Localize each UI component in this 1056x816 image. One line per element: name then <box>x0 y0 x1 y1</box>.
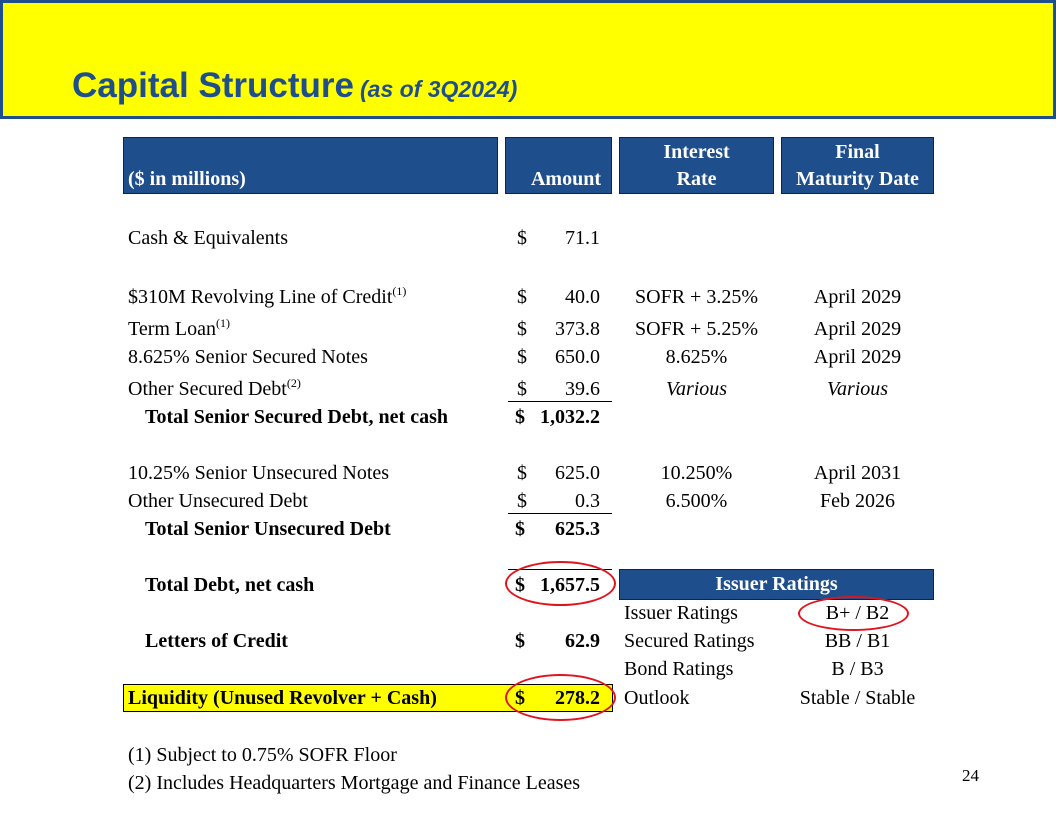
currency-sign: $ <box>517 346 527 368</box>
row-label: 8.625% Senior Secured Notes <box>128 346 368 368</box>
header-rate-cell: Interest Rate <box>619 137 774 194</box>
header-amount: Amount <box>530 168 601 190</box>
row-maturity: April 2029 <box>813 318 902 340</box>
header-label-cell: ($ in millions) <box>123 137 498 194</box>
row-label-total: Total Senior Secured Debt, net cash <box>145 406 448 428</box>
row-label-total: Total Debt, net cash <box>145 574 315 596</box>
currency-sign: $ <box>517 318 527 340</box>
subtotal-rule <box>508 401 612 402</box>
row-rate: Various <box>665 378 728 400</box>
row-label-total: Total Senior Unsecured Debt <box>145 518 391 540</box>
currency-sign: $ <box>515 630 525 652</box>
header-maturity-line2: Maturity Date <box>796 168 919 190</box>
rating-label: Bond Ratings <box>624 658 734 680</box>
currency-sign: $ <box>517 490 527 512</box>
row-rate: SOFR + 3.25% <box>635 286 758 308</box>
row-amount: 40.0 <box>565 286 600 308</box>
row-label: Cash & Equivalents <box>128 227 288 249</box>
header-rate-line2: Rate <box>676 168 717 190</box>
row-amount-total: 1,032.2 <box>540 406 600 428</box>
header-label: ($ in millions) <box>128 168 246 190</box>
ratings-header: Issuer Ratings <box>619 569 934 600</box>
row-label: Other Unsecured Debt <box>128 490 308 512</box>
currency-sign: $ <box>517 286 527 308</box>
currency-sign: $ <box>517 378 527 400</box>
row-rate: 10.250% <box>660 462 733 484</box>
row-amount: 373.8 <box>555 318 600 340</box>
row-amount: 625.0 <box>555 462 600 484</box>
row-amount: 39.6 <box>565 378 600 400</box>
subtotal-rule <box>508 513 612 514</box>
row-amount-total: 625.3 <box>555 518 600 540</box>
rating-value: B / B3 <box>831 658 884 680</box>
title-main: Capital Structure <box>72 66 354 105</box>
row-label: $310M Revolving Line of Credit(1) <box>128 284 407 308</box>
row-label-total: Liquidity (Unused Revolver + Cash) <box>128 687 437 709</box>
rating-label: Secured Ratings <box>624 630 755 652</box>
header-maturity-line1: Final <box>835 141 880 163</box>
row-maturity: April 2029 <box>813 286 902 308</box>
liquidity-highlight-circle <box>505 674 616 721</box>
page-title: Capital Structure (as of 3Q2024) <box>72 66 517 106</box>
header-maturity-cell: Final Maturity Date <box>781 137 934 194</box>
currency-sign: $ <box>515 518 525 540</box>
row-maturity: Feb 2026 <box>820 490 895 512</box>
row-amount: 0.3 <box>575 490 600 512</box>
row-rate: 8.625% <box>665 346 728 368</box>
header-amount-cell: Amount <box>505 137 612 194</box>
currency-sign: $ <box>517 462 527 484</box>
row-amount: 650.0 <box>555 346 600 368</box>
title-subtitle: (as of 3Q2024) <box>360 76 518 102</box>
rating-value: Stable / Stable <box>799 687 916 709</box>
title-banner <box>0 0 1056 119</box>
row-maturity: Various <box>826 378 889 400</box>
row-label: Other Secured Debt(2) <box>128 376 301 400</box>
rating-label: Issuer Ratings <box>624 602 738 624</box>
row-label: 10.25% Senior Unsecured Notes <box>128 462 390 484</box>
row-rate: SOFR + 5.25% <box>635 318 758 340</box>
currency-sign: $ <box>517 227 527 249</box>
page-number: 24 <box>962 766 979 785</box>
row-label: Term Loan(1) <box>128 316 231 340</box>
rating-value: BB / B1 <box>824 630 891 652</box>
header-rate-line1: Interest <box>663 141 730 163</box>
row-rate: 6.500% <box>665 490 728 512</box>
issuer-rating-highlight-circle <box>798 596 909 631</box>
row-amount: 71.1 <box>565 227 600 249</box>
footnote: (1) Subject to 0.75% SOFR Floor <box>128 744 397 766</box>
row-label-total: Letters of Credit <box>145 630 288 652</box>
row-amount-total: 62.9 <box>565 630 600 652</box>
row-maturity: April 2031 <box>813 462 902 484</box>
total-debt-highlight-circle <box>505 561 616 606</box>
rating-label: Outlook <box>624 687 690 709</box>
footnote: (2) Includes Headquarters Mortgage and F… <box>128 772 581 794</box>
row-maturity: April 2029 <box>813 346 902 368</box>
currency-sign: $ <box>515 406 525 428</box>
